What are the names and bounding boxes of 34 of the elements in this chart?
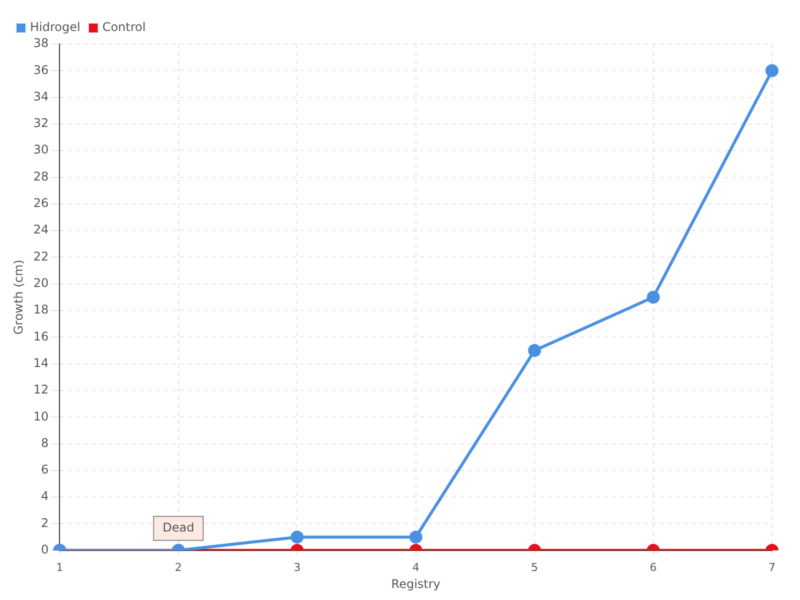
legend-label: Control (102, 20, 146, 34)
y-tick-label: 14 (33, 356, 49, 370)
x-tick-label: 3 (294, 560, 301, 574)
y-axis-title: Growth (cm) (11, 260, 26, 335)
x-tick-label: 7 (768, 560, 776, 574)
y-tick-label: 32 (33, 116, 49, 130)
y-tick-label: 16 (33, 329, 49, 344)
y-tick-label: 20 (33, 276, 49, 290)
x-tick-label: 5 (531, 560, 538, 574)
y-tick-label: 28 (33, 169, 49, 184)
y-tick-label: 8 (41, 436, 49, 450)
y-tick-label: 4 (41, 489, 49, 504)
point (766, 64, 778, 78)
y-tick-label: 6 (41, 462, 49, 477)
annotation: Dead (162, 520, 194, 535)
y-tick-label: 34 (33, 89, 49, 104)
y-tick-label: 10 (33, 409, 49, 424)
y-tick-label: 18 (33, 302, 49, 317)
y-tick-label: 30 (33, 142, 49, 157)
x-axis-title: Registry (391, 576, 440, 591)
y-tick-label: 36 (33, 62, 49, 77)
legend-label: Hidrogel (30, 20, 80, 34)
x-tick-label: 6 (650, 560, 657, 574)
point (646, 290, 660, 304)
y-tick-label: 2 (41, 516, 49, 530)
y-tick-label: 22 (33, 249, 49, 264)
y-tick-label: 0 (41, 542, 49, 557)
x-tick-label: 1 (56, 560, 64, 574)
y-tick-label: 26 (33, 196, 49, 210)
y-tick-label: 24 (33, 222, 49, 237)
x-tick-label: 2 (174, 560, 182, 574)
x-tick-label: 4 (412, 560, 420, 574)
y-tick-label: 12 (33, 382, 49, 397)
y-tick-label: 38 (33, 36, 49, 50)
